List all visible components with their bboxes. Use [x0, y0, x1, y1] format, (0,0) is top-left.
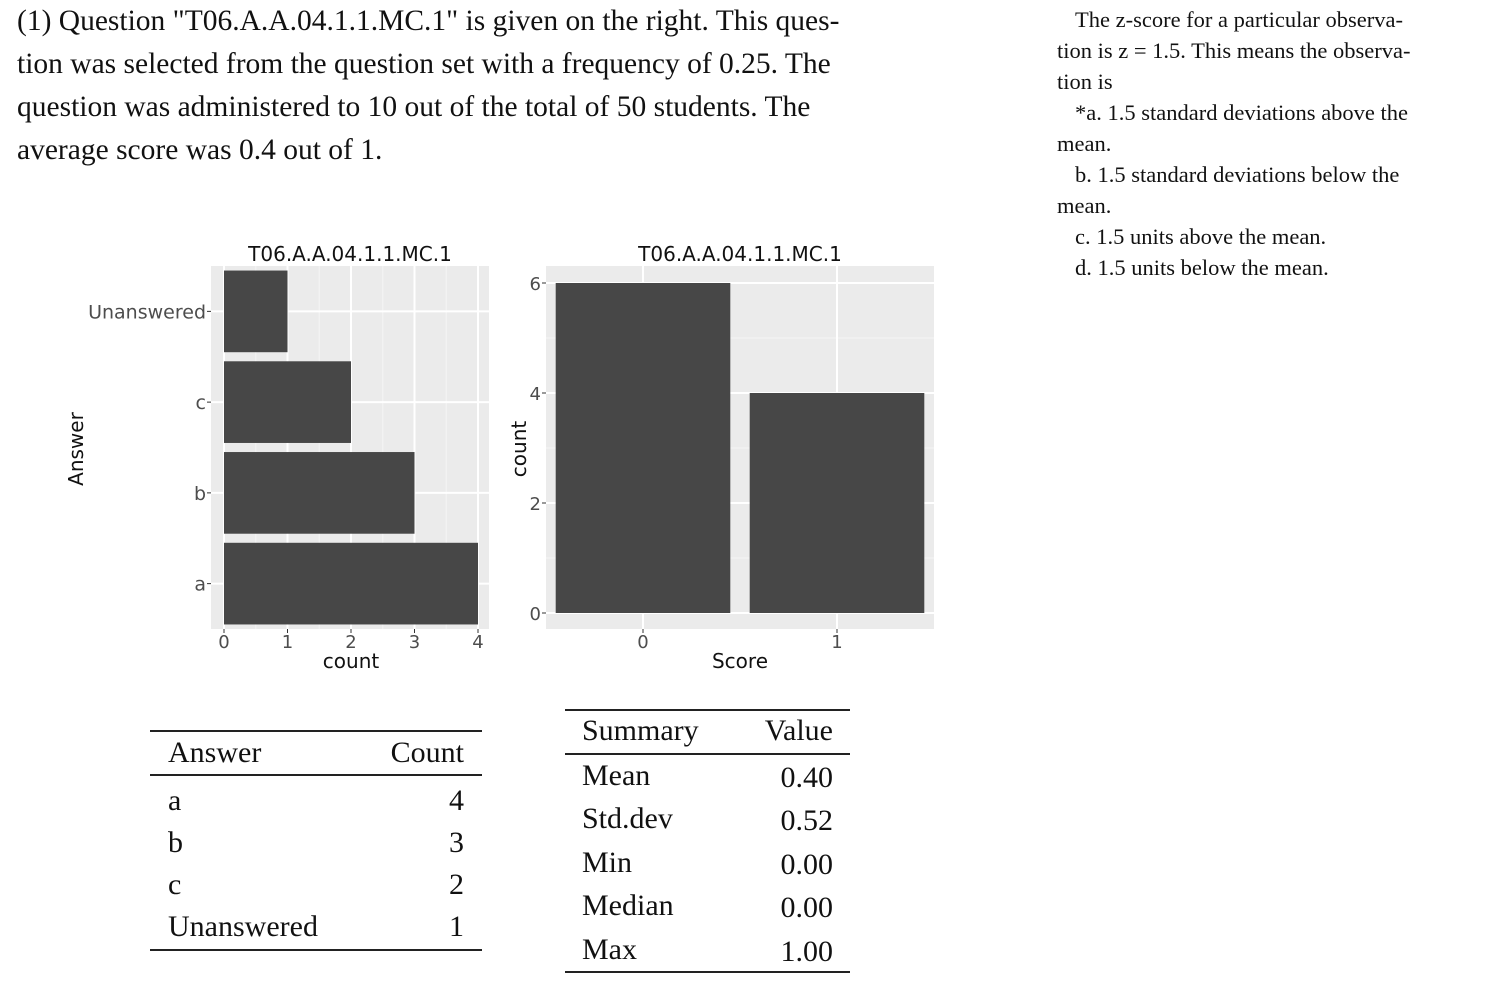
question-stem-line: tion is	[1057, 69, 1113, 94]
table-cell-value: 1.00	[780, 935, 834, 968]
x-tick-label: 1	[282, 632, 293, 653]
table-cell-value: 0.00	[780, 891, 834, 924]
table-cell-answer: Unanswered	[168, 910, 318, 943]
intro-paragraph: (1) Question "T06.A.A.04.1.1.MC.1" is gi…	[17, 0, 977, 172]
table-cell-value: 0.00	[780, 848, 834, 881]
table-cell-value: 0.52	[780, 804, 834, 837]
y-tick-label: Unanswered	[88, 301, 206, 323]
option-a: *a. 1.5 standard deviations above the	[1075, 100, 1409, 125]
table-cell-stat: Std.dev	[582, 802, 673, 835]
option-a-continued: mean.	[1057, 131, 1112, 156]
table-cell-count: 3	[449, 826, 464, 859]
x-tick-label: 2	[345, 632, 356, 653]
summary-header: Summary	[582, 714, 699, 747]
bar	[749, 393, 925, 613]
option-c: c. 1.5 units above the mean.	[1075, 224, 1327, 249]
question-stem-line: tion is z = 1.5. This means the observa-	[1057, 38, 1411, 63]
option-b: b. 1.5 standard deviations below the	[1075, 162, 1400, 187]
option-b-continued: mean.	[1057, 193, 1112, 218]
y-tick-label: 4	[530, 384, 541, 405]
table-cell-count: 2	[449, 868, 464, 901]
question-text: The z-score for a particular observa- ti…	[1057, 4, 1497, 283]
x-tick-label: 0	[218, 632, 229, 653]
y-axis-label: Answer	[64, 411, 88, 485]
table-top-rule	[150, 730, 482, 732]
x-tick-label: 4	[472, 632, 483, 653]
table-top-rule	[565, 709, 850, 711]
intro-line: (1) Question "T06.A.A.04.1.1.MC.1" is gi…	[17, 5, 840, 37]
y-tick-label: c	[196, 392, 206, 414]
table-cell-count: 4	[449, 784, 464, 817]
x-axis-label: count	[323, 649, 380, 673]
value-header: Value	[764, 714, 833, 747]
bar	[224, 270, 288, 353]
x-tick-label: 0	[637, 632, 648, 653]
y-axis-label: count	[507, 421, 531, 478]
chart-title: T06.A.A.04.1.1.MC.1	[247, 242, 452, 266]
table-cell-count: 1	[449, 910, 464, 943]
intro-line: tion was selected from the question set …	[17, 48, 831, 80]
question-stem-line: The z-score for a particular observa-	[1075, 7, 1403, 32]
table-cell-answer: b	[168, 826, 183, 859]
table-cell-stat: Median	[582, 889, 674, 922]
table-bottom-rule	[150, 949, 482, 951]
answer-bar-chart: 0 1 2 3 4 Unanswered c b a T06.A.A.04.1.1.MC.1 cou…	[64, 242, 489, 673]
option-d: d. 1.5 units below the mean.	[1075, 255, 1329, 280]
table-cell-stat: Max	[582, 933, 637, 966]
summary-table: Summary Value Mean 0.40 Std.dev 0.52 Min…	[565, 709, 850, 974]
count-header: Count	[390, 736, 464, 769]
table-cell-value: 0.40	[780, 761, 834, 794]
answer-header: Answer	[168, 736, 262, 769]
table-header-rule	[565, 753, 850, 755]
answer-table: Answer Count a 4 b 3 c 2 Unanswered 1	[150, 730, 482, 952]
table-cell-answer: a	[168, 784, 182, 817]
x-tick-label: 1	[831, 632, 842, 653]
table-cell-stat: Mean	[582, 759, 651, 792]
bar	[555, 283, 731, 613]
table-cell-answer: c	[168, 868, 182, 901]
bar	[224, 452, 415, 534]
y-tick-label: 2	[530, 494, 541, 515]
chart-title: T06.A.A.04.1.1.MC.1	[637, 242, 842, 266]
x-tick-label: 3	[409, 632, 420, 653]
intro-line: average score was 0.4 out of 1.	[17, 134, 383, 166]
table-header-rule	[150, 774, 482, 776]
table-bottom-rule	[565, 971, 850, 973]
y-tick-label: a	[194, 574, 206, 596]
y-tick-label: 0	[530, 604, 541, 625]
y-tick-label: 6	[530, 274, 541, 295]
y-tick-label: b	[194, 483, 206, 505]
bar	[224, 542, 478, 625]
x-axis-label: Score	[712, 649, 768, 673]
table-cell-stat: Min	[582, 846, 633, 879]
intro-line: question was administered to 10 out of t…	[17, 91, 811, 123]
score-bar-chart: 0 2 4 6 0 1 T06.A.A.04.1.1.MC.1 Score count	[507, 242, 934, 673]
bar	[224, 361, 351, 443]
